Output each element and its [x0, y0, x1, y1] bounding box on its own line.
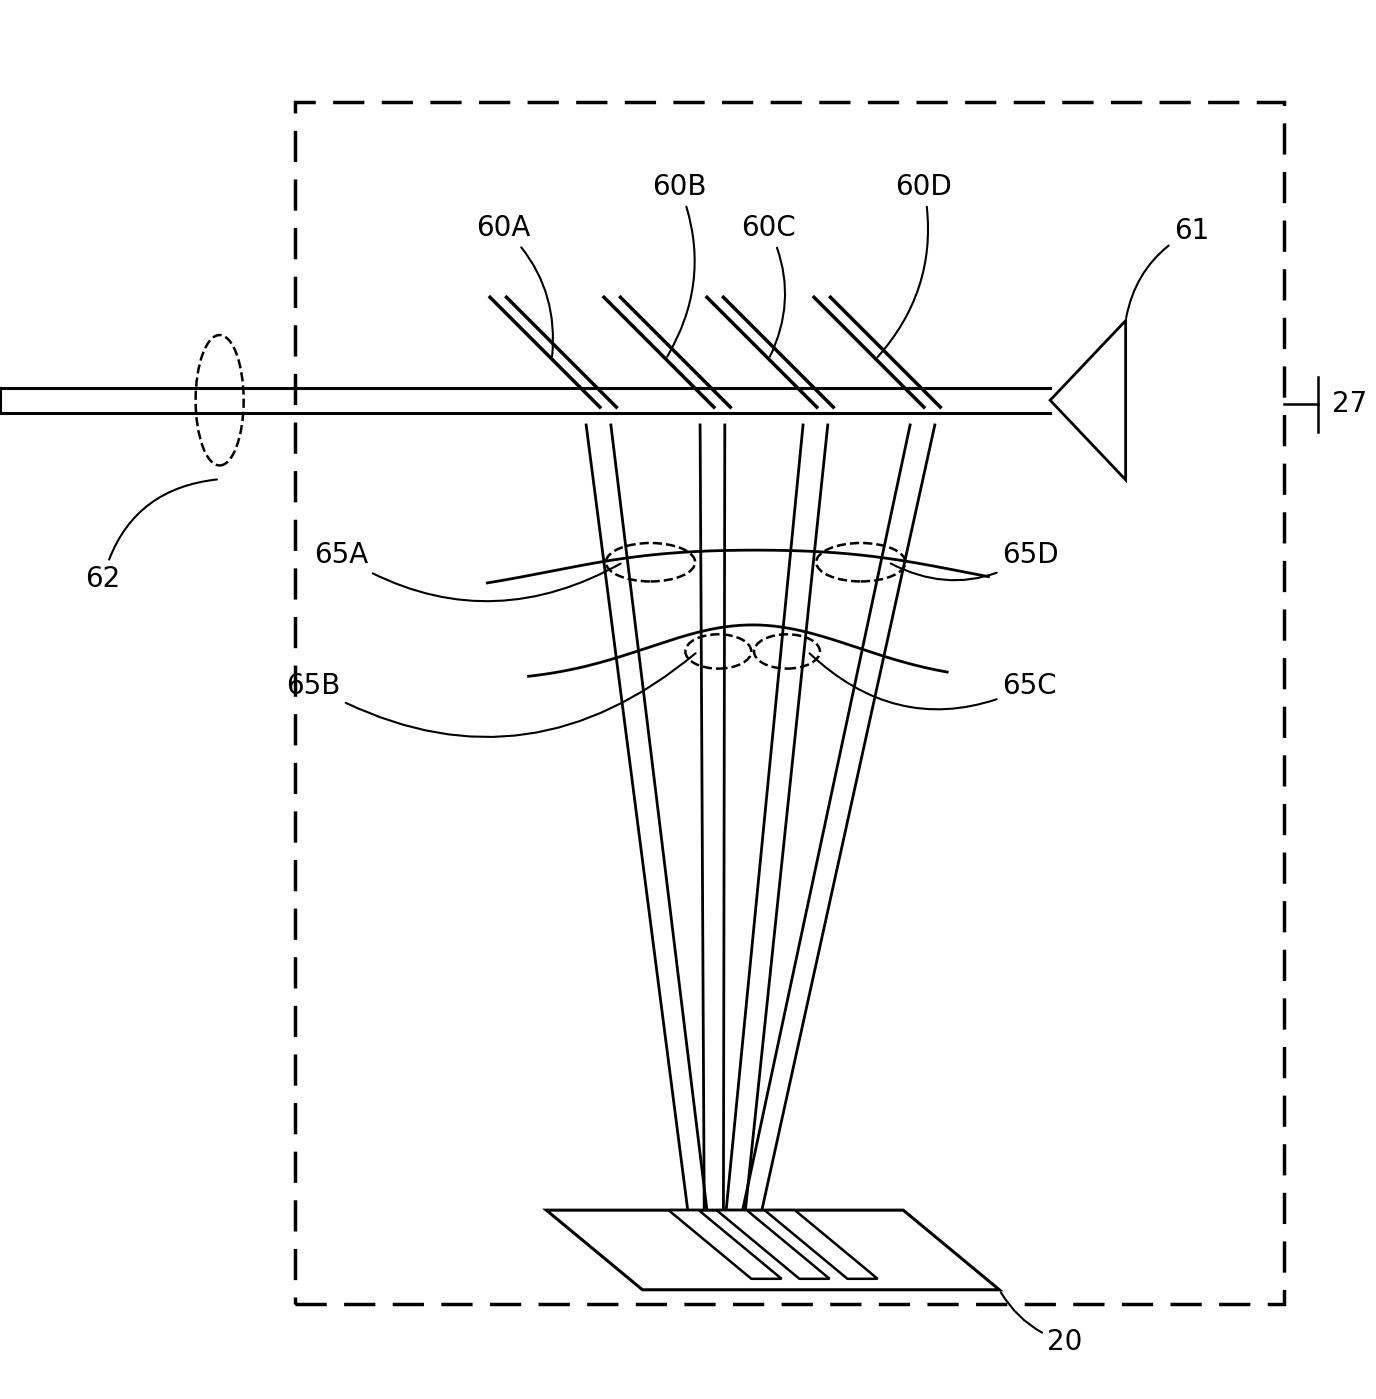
Polygon shape: [669, 1210, 782, 1279]
Text: 60C: 60C: [742, 214, 797, 357]
Text: 65D: 65D: [890, 541, 1058, 581]
Text: 60A: 60A: [476, 214, 553, 357]
Text: 60D: 60D: [878, 173, 952, 357]
Polygon shape: [717, 1210, 830, 1279]
Text: 65C: 65C: [809, 653, 1057, 709]
Text: 61: 61: [1126, 217, 1210, 318]
Text: 62: 62: [85, 480, 217, 593]
Text: 60B: 60B: [652, 173, 707, 357]
Polygon shape: [765, 1210, 878, 1279]
Polygon shape: [546, 1210, 999, 1290]
Text: 65B: 65B: [286, 653, 696, 737]
Text: 20: 20: [1000, 1293, 1083, 1356]
Text: 27: 27: [1332, 390, 1366, 418]
Text: 65A: 65A: [314, 541, 621, 602]
Polygon shape: [1050, 320, 1126, 480]
